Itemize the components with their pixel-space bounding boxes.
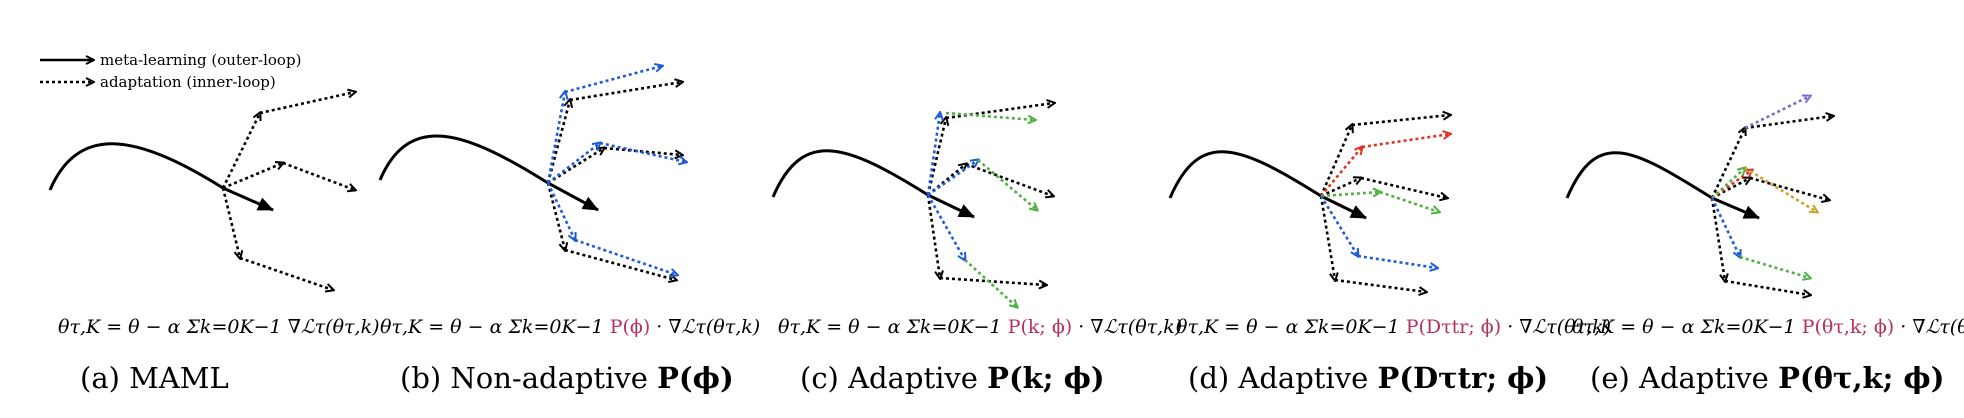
caption-math: P(Dτtr; ϕ) [1377,361,1548,395]
legend: meta-learning (outer-loop) adaptation (i… [40,51,301,91]
inner-loop-arrow-blue [599,141,686,162]
inner-loop-arrow-gold [1744,166,1817,212]
equation-preconditioner: P(k; ϕ) [1008,316,1073,338]
caption-text: (a) MAML [80,361,229,395]
inner-loop-arrow-blue [926,113,940,196]
inner-loop-arrow-black [1360,176,1447,198]
equation-prefix: θτ,K = θ − α Σk=0K−1 [380,316,610,338]
inner-loop-arrow-black [239,256,333,290]
inner-loop-arrow-black [282,161,355,190]
caption-text: (b) Non-adaptive [400,361,657,395]
panel-a: θτ,K = θ − α Σk=0K−1 ∇ℒτ(θτ,k) (a) MAML [48,92,380,395]
caption-math: P(k; ϕ) [987,361,1104,395]
panel-e-caption: (e) Adaptive P(θτ,k; ϕ) [1590,361,1944,395]
inner-loop-arrow-black [1319,195,1335,280]
inner-loop-arrow-black [1744,116,1833,130]
panel-d: θτ,K = θ − α Σk=0K−1 P(Dτtr; ϕ) · ∇ℒτ(θτ… [1168,115,1611,395]
inner-loop-arrow-black [1334,278,1426,292]
outer-loop-arrow [1565,151,1760,220]
legend-outer-label: meta-learning (outer-loop) [100,51,301,69]
panel-a-equation: θτ,K = θ − α Σk=0K−1 ∇ℒτ(θτ,k) [58,316,380,338]
equation-prefix: θτ,K = θ − α Σk=0K−1 [58,316,288,338]
inner-loop-arrow-black [1320,178,1361,198]
inner-loop-arrow-black [1351,115,1450,127]
inner-loop-arrow-black [569,82,682,102]
panel-a-caption: (a) MAML [80,361,229,395]
inner-loop-arrow-black [603,146,682,155]
panel-b-equation: θτ,K = θ − α Σk=0K−1 P(ϕ) · ∇ℒτ(θτ,k) [380,316,760,338]
inner-loop-arrow-black [1749,176,1829,200]
panel-b-caption: (b) Non-adaptive P(ϕ) [400,361,734,395]
inner-loop-arrow-green [1739,255,1810,278]
inner-loop-arrow-blue [1710,197,1740,257]
inner-loop-arrow-black [965,162,1053,196]
outer-loop-arrow [771,149,975,219]
equation-preconditioner: P(θτ,k; ϕ) [1802,316,1895,338]
inner-loop-arrow-black [564,248,676,280]
panel-c-caption: (c) Adaptive P(k; ϕ) [800,361,1105,395]
inner-loop-arrow-green [1379,190,1439,212]
equation-preconditioner: P(Dτtr; ϕ) [1406,316,1501,338]
inner-loop-arrow-black [221,187,240,258]
inner-loop-arrow-blue [1357,254,1437,268]
panel-c: θτ,K = θ − α Σk=0K−1 P(k; ϕ) · ∇ℒτ(θτ,k)… [771,103,1182,395]
inner-loop-arrow-black [1319,125,1352,197]
equation-prefix: θτ,K = θ − α Σk=0K−1 [1572,316,1802,338]
equation-suffix: · ∇ℒτ(θτ,k) [1894,316,1964,338]
panel-b: θτ,K = θ − α Σk=0K−1 P(ϕ) · ∇ℒτ(θτ,k) (b… [378,66,760,395]
panel-a-arrows [48,92,355,290]
equation-prefix: θτ,K = θ − α Σk=0K−1 [778,316,1008,338]
inner-loop-arrow-blue [546,182,575,240]
inner-loop-arrow-black [1724,279,1810,295]
equation-suffix: ∇ℒτ(θτ,k) [288,316,380,338]
inner-loop-arrow-black [547,148,604,185]
equation-preconditioner: P(ϕ) [610,316,651,338]
outer-loop-arrow [1168,150,1367,220]
caption-math: P(ϕ) [657,361,734,395]
equation-suffix: · ∇ℒτ(θτ,k) [1072,316,1182,338]
outer-loop-arrow [48,142,274,212]
panel-b-arrows [378,66,686,280]
inner-loop-arrow-black [222,163,283,190]
caption-text: (d) Adaptive [1188,361,1377,395]
caption-text: (e) Adaptive [1590,361,1778,395]
inner-loop-arrow-green [964,259,1017,307]
equation-prefix: θτ,K = θ − α Σk=0K−1 [1176,316,1406,338]
inner-loop-arrow-black [945,103,1054,120]
panel-e-equation: θτ,K = θ − α Σk=0K−1 P(θτ,k; ϕ) · ∇ℒτ(θτ… [1572,316,1964,338]
inner-loop-arrow-purple [1744,96,1810,130]
panel-d-equation: θτ,K = θ − α Σk=0K−1 P(Dτtr; ϕ) · ∇ℒτ(θτ… [1176,316,1611,338]
caption-text: (c) Adaptive [800,361,987,395]
inner-loop-arrow-green [945,111,1035,120]
inner-loop-arrow-blue [926,194,965,260]
panel-d-arrows [1168,115,1450,292]
equation-suffix: · ∇ℒτ(θτ,k) [650,316,760,338]
outer-loop-arrow [378,134,599,212]
inner-loop-arrow-green [1711,168,1745,199]
inner-loop-arrow-blue [927,160,978,197]
inner-loop-arrow-black [1710,128,1745,199]
panel-e-arrows [1565,96,1833,295]
inner-loop-arrow-black [259,92,355,115]
panel-c-equation: θτ,K = θ − α Σk=0K−1 P(k; ϕ) · ∇ℒτ(θτ,k) [778,316,1182,338]
inner-loop-arrow-black [1710,197,1725,281]
panel-c-arrows [771,103,1054,307]
inner-loop-arrow-green [977,159,1037,210]
inner-loop-arrow-blue [564,66,662,94]
inner-loop-arrow-red [1320,147,1362,197]
inner-loop-arrow-black [221,113,260,189]
equation-suffix: · ∇ℒτ(θτ,k) [1501,316,1611,338]
inner-loop-arrow-green [1320,192,1380,196]
legend-inner-label: adaptation (inner-loop) [100,73,276,91]
panel-d-caption: (d) Adaptive P(Dτtr; ϕ) [1188,361,1548,395]
inner-loop-arrow-blue [546,92,565,184]
inner-loop-arrow-black [926,194,940,278]
inner-loop-arrow-blue [547,143,600,185]
inner-loop-arrow-red [1361,134,1450,149]
caption-math: P(θτ,k; ϕ) [1778,361,1944,395]
panel-e: θτ,K = θ − α Σk=0K−1 P(θτ,k; ϕ) · ∇ℒτ(θτ… [1565,96,1964,395]
